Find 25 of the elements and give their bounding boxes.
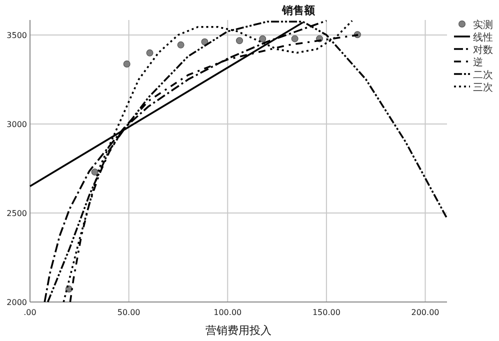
point [146,49,154,56]
x-tick-label: 200.00 [411,308,440,317]
point [236,37,243,44]
legend-label: 对数 [473,44,493,56]
y-tick-label: 2500 [6,208,27,218]
x-axis-title: 营销费用投入 [206,324,272,337]
x-tick-label: 100.00 [214,308,242,317]
legend-label: 实测 [473,19,493,31]
point [201,38,208,46]
point [177,41,184,48]
legend-label: 三次 [473,82,493,94]
legend-label: 线性 [473,32,493,44]
point [291,35,298,42]
point [259,35,266,42]
legend-label: 逆 [473,56,483,68]
x-tick-label: 150.00 [312,308,340,317]
point [91,168,98,176]
x-tick-label: 50.00 [117,308,140,317]
x-tick-label: .00 [24,308,36,317]
legend-label: 二次 [473,70,493,81]
y-tick-label: 2000 [6,298,27,307]
point [123,60,130,68]
y-tick-label: 3000 [6,120,27,129]
chart-title: 销售额 [281,4,316,17]
y-tick-label: 3500 [6,30,27,40]
